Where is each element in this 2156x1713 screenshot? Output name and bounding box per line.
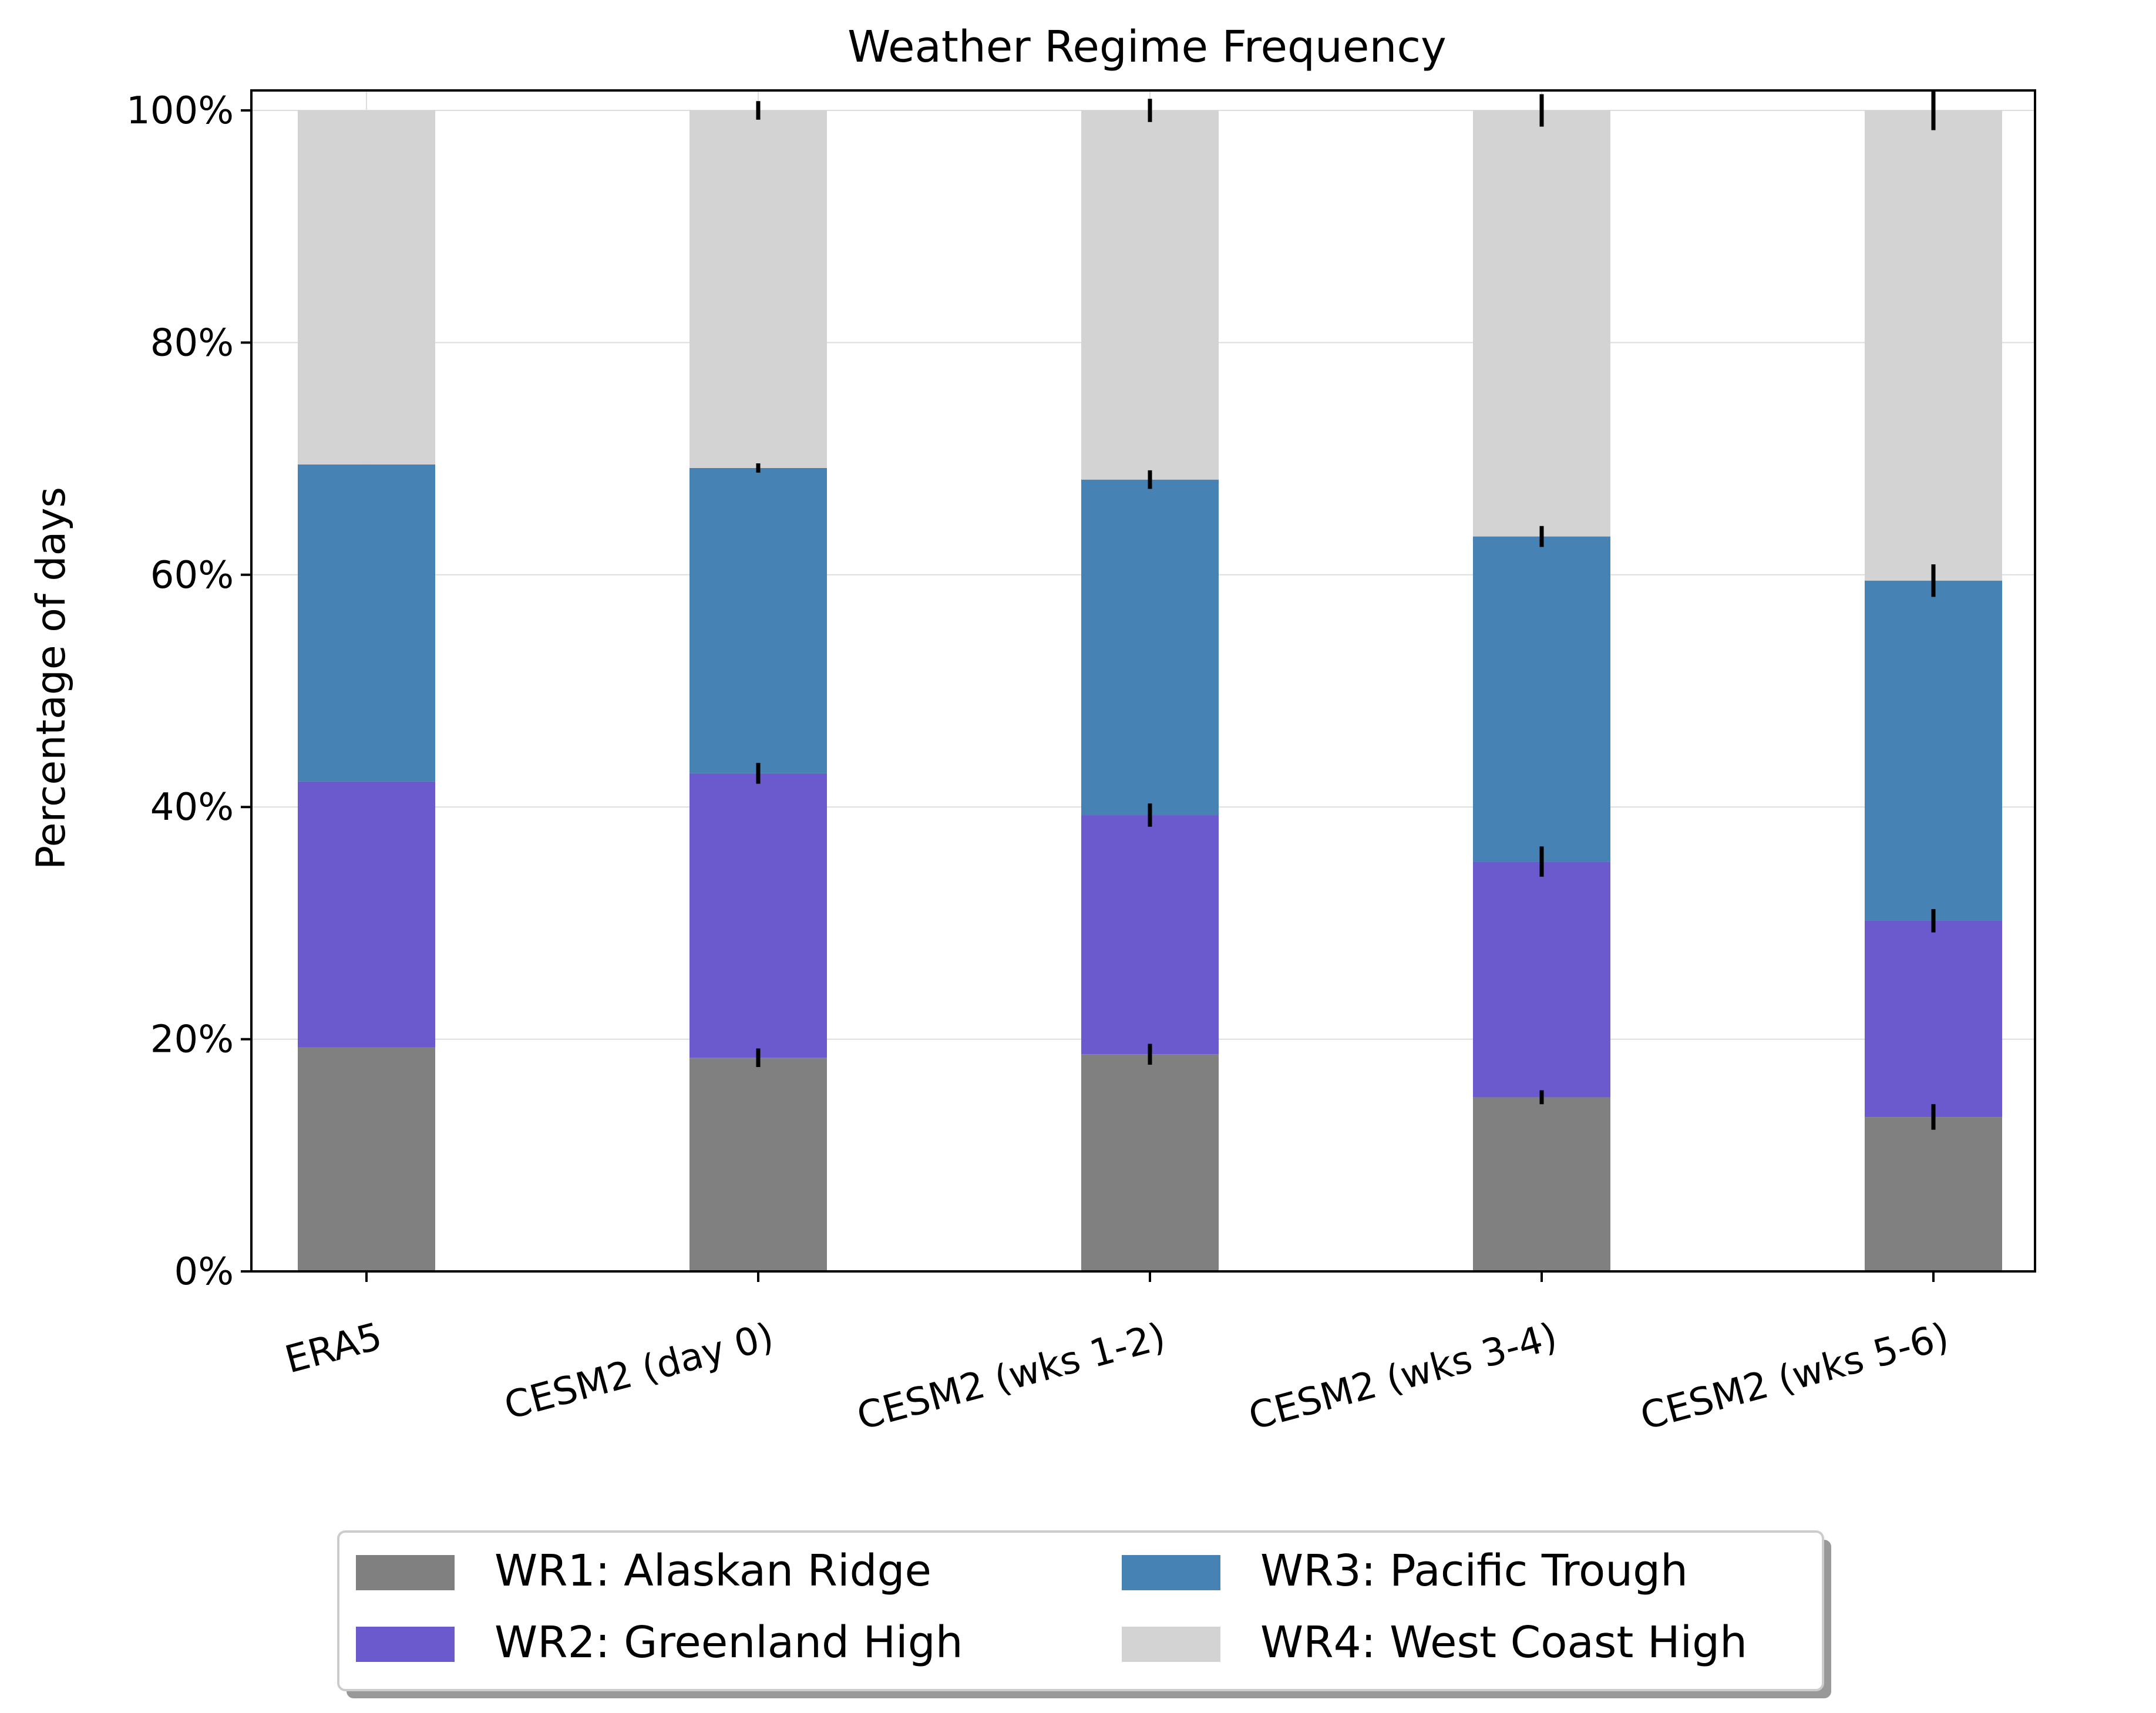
legend: WR1: Alaskan Ridge WR3: Pacific Trough WR2… xyxy=(337,1530,1831,1698)
y-tick-label: 60% xyxy=(150,554,234,597)
y-axis-label: Percentage of days xyxy=(28,487,75,870)
legend-label: WR4: West Coast High xyxy=(1260,1617,1747,1668)
legend-label: WR2: Greenland High xyxy=(495,1617,963,1668)
legend-label: WR3: Pacific Trough xyxy=(1260,1546,1688,1596)
bar-segment xyxy=(689,467,827,773)
bar-segment xyxy=(1473,536,1610,862)
bar-segment xyxy=(1081,815,1219,1055)
bar-segment xyxy=(298,1047,435,1271)
y-tick-label: 80% xyxy=(150,321,234,365)
legend-swatch xyxy=(1122,1555,1220,1590)
y-tick-label: 40% xyxy=(150,786,234,829)
bar-segment xyxy=(298,464,435,782)
bar-segment xyxy=(1081,110,1219,480)
bar-segment xyxy=(298,110,435,465)
chart-title: Weather Regime Frequency xyxy=(847,22,1447,72)
y-tick-label: 100% xyxy=(126,89,234,133)
legend-swatch xyxy=(1122,1627,1220,1662)
plot-frame xyxy=(250,89,2036,1273)
bar-segment xyxy=(1865,920,2002,1118)
bar-segment xyxy=(298,781,435,1048)
y-tick-label: 20% xyxy=(150,1018,234,1062)
bar-segment xyxy=(1865,1117,2002,1271)
error-bars xyxy=(756,90,1936,1130)
bar-segment xyxy=(1473,110,1610,537)
bar-segment xyxy=(1865,580,2002,921)
bar-segment xyxy=(689,110,827,468)
bar-segment xyxy=(1473,1097,1610,1271)
legend-swatch xyxy=(356,1627,455,1662)
bar-segment xyxy=(1865,110,2002,581)
bar-segment xyxy=(1081,1054,1219,1271)
bar-segment xyxy=(1473,861,1610,1098)
bars xyxy=(298,110,2002,1271)
legend-swatch xyxy=(356,1555,455,1590)
bar-segment xyxy=(689,1058,827,1271)
legend-label: WR1: Alaskan Ridge xyxy=(495,1546,931,1596)
legend-box xyxy=(337,1530,1824,1691)
y-axis: 0% 20% 40% 60% 80% 100% xyxy=(126,89,251,1294)
y-tick-label: 0% xyxy=(174,1250,234,1294)
bar-segment xyxy=(689,773,827,1058)
bar-segment xyxy=(1081,479,1219,816)
